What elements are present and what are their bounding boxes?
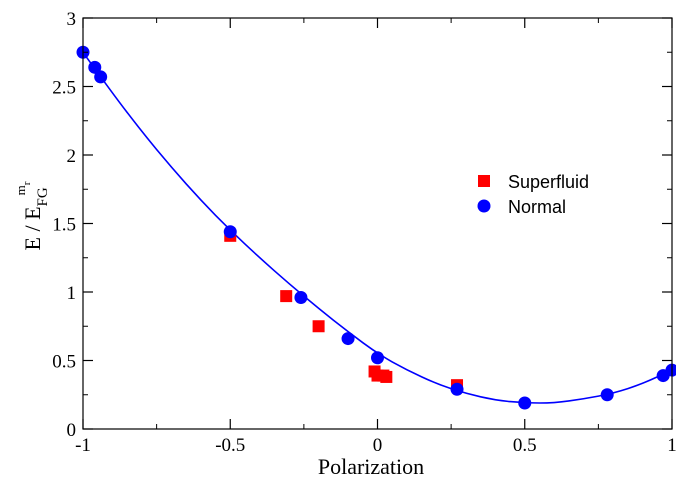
y-axis-label-main: E / E	[20, 206, 45, 250]
x-tick-label: -0.5	[215, 435, 245, 456]
normal-point	[450, 382, 464, 396]
x-tick-label: 0	[373, 435, 383, 456]
legend-label-normal: Normal	[508, 197, 566, 217]
data-points-layer	[76, 45, 676, 410]
x-tick-label: 1	[667, 435, 676, 456]
x-tick-label: -1	[75, 435, 91, 456]
y-tick-label: 0.5	[52, 352, 76, 373]
superfluid-point	[280, 290, 293, 303]
fit-curve-line	[82, 51, 673, 404]
normal-point	[518, 396, 532, 410]
normal-point	[665, 363, 676, 377]
x-tick-label: 0.5	[513, 435, 537, 456]
axis-ticks-layer: -1 -0.5 0 0.5 1 0 0.5 1 1.5 2 2.5 3	[52, 9, 676, 456]
normal-point	[341, 332, 355, 346]
superfluid-point	[312, 320, 325, 333]
y-tick-label: 1.5	[52, 215, 76, 236]
y-tick-label: 1	[67, 283, 77, 304]
svg-text:E / EFGmr: E / EFG mr	[13, 181, 51, 250]
y-axis-label-sub: FG	[35, 187, 51, 206]
legend-marker-superfluid	[478, 175, 490, 187]
normal-point	[600, 388, 614, 402]
y-axis-label: E / EFG mr	[13, 181, 51, 250]
y-axis-label-sup: m	[13, 185, 28, 195]
normal-point	[94, 70, 108, 84]
legend-marker-normal	[477, 199, 491, 213]
normal-point	[294, 290, 308, 304]
y-tick-label: 3	[67, 9, 77, 30]
superfluid-point	[380, 370, 393, 383]
y-tick-label: 2.5	[52, 78, 76, 99]
x-axis-label: Polarization	[318, 454, 424, 479]
y-axis-label-sup-sub: r	[21, 181, 33, 185]
fit-curve-layer	[82, 51, 673, 404]
legend-label-superfluid: Superfluid	[508, 172, 589, 192]
y-tick-label: 0	[67, 420, 77, 441]
normal-point	[371, 351, 384, 365]
y-tick-label: 2	[67, 146, 77, 167]
normal-point	[88, 60, 102, 74]
legend: Superfluid Normal	[477, 172, 589, 217]
normal-point	[223, 225, 237, 239]
